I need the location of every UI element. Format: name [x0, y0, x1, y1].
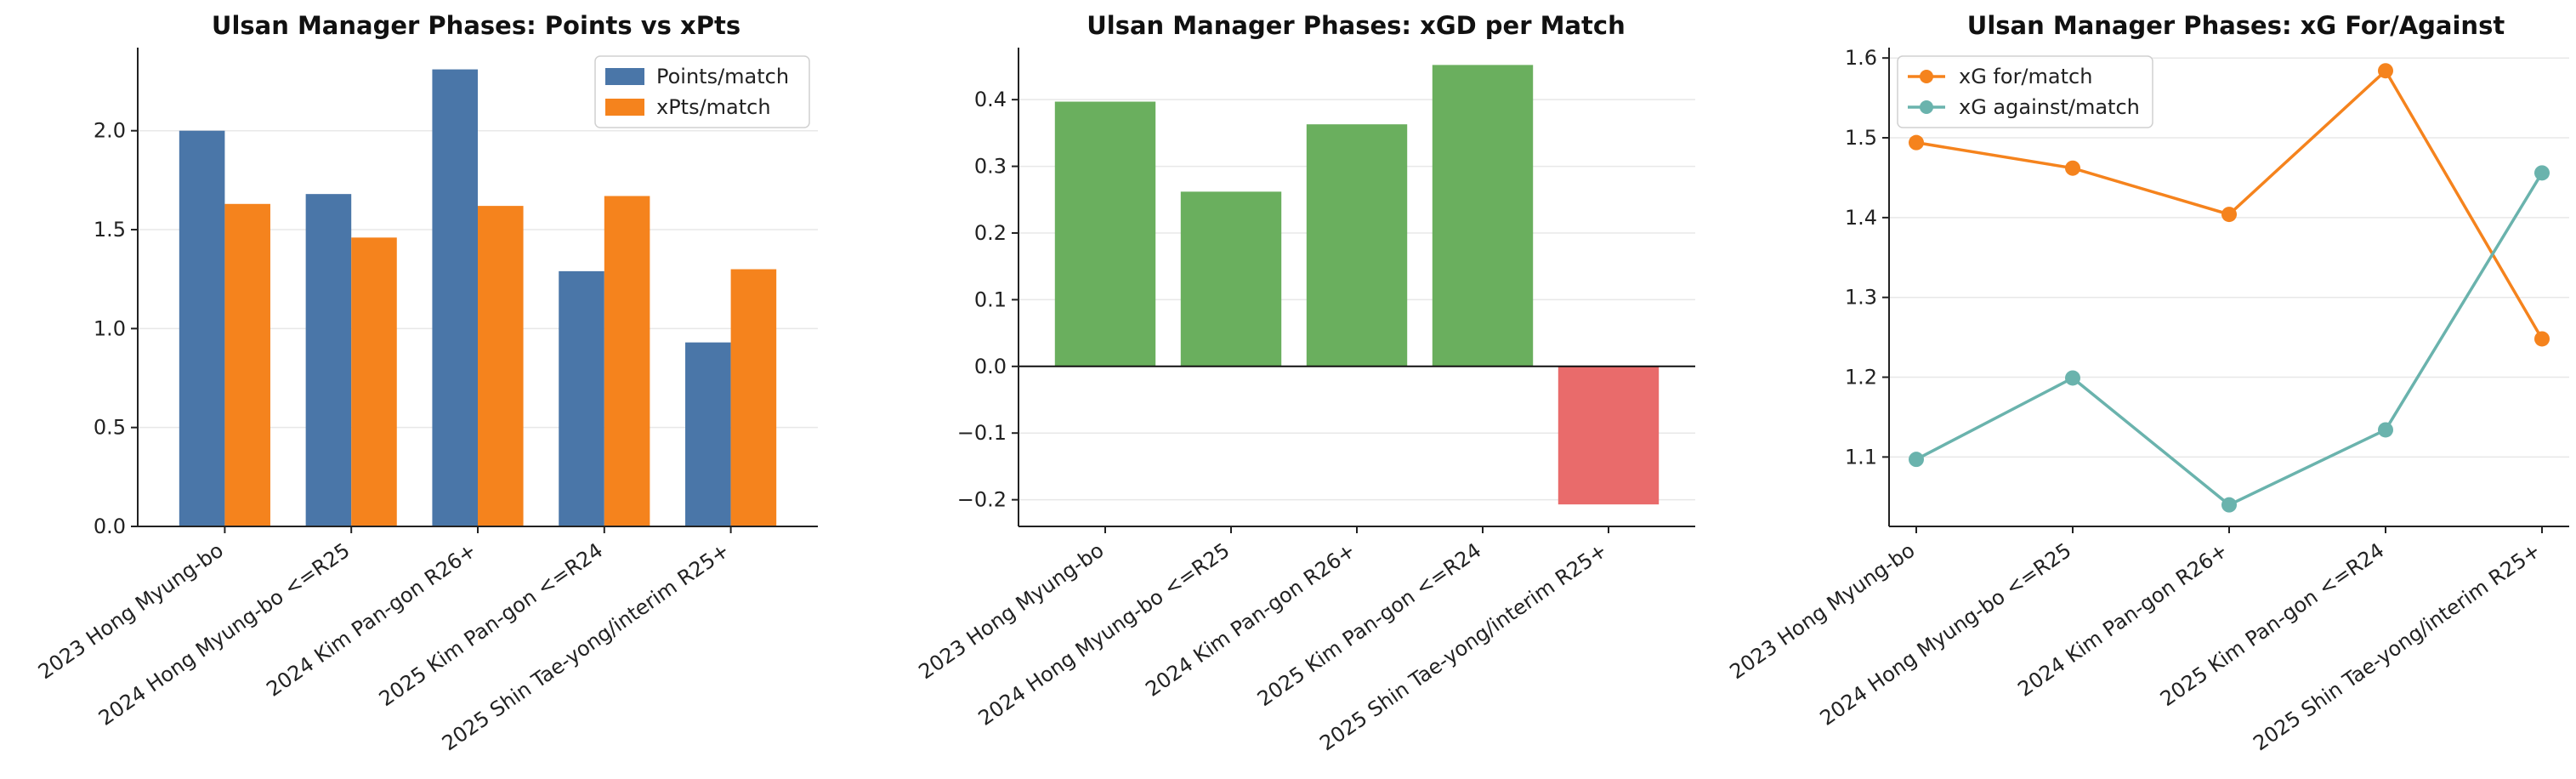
- y-tick-label: 2.0: [94, 119, 126, 143]
- data-point: [2534, 165, 2550, 181]
- y-tick-label: 1.4: [1845, 206, 1877, 230]
- points-vs-xpts-chart: Ulsan Manager Phases: Points vs xPts 0.0…: [34, 11, 818, 755]
- x-tick-label: 2024 Hong Myung-bo <=R25: [974, 538, 1234, 731]
- bar-points-match: [432, 69, 478, 526]
- y-tick-label: 0.2: [974, 221, 1007, 245]
- chart-title: Ulsan Manager Phases: Points vs xPts: [212, 11, 740, 40]
- legend-label: xG against/match: [1959, 95, 2140, 119]
- data-point: [2534, 331, 2550, 347]
- y-tick-label: 0.1: [974, 287, 1007, 311]
- series-line: [1915, 172, 2544, 507]
- bar-points-match: [305, 194, 352, 526]
- data-point: [1909, 134, 1924, 151]
- bar-xgd: [1432, 65, 1534, 367]
- y-tick-label: 0.0: [94, 515, 126, 538]
- data-point: [1909, 452, 1924, 468]
- chart-title: Ulsan Manager Phases: xGD per Match: [1087, 11, 1626, 40]
- y-tick-label: 1.5: [94, 218, 126, 242]
- bar-xpts-match: [351, 237, 397, 526]
- bar-xgd: [1306, 124, 1408, 367]
- y-tick-label: 1.1: [1845, 445, 1877, 469]
- x-tick-label: 2025 Kim Pan-gon <=R24: [1253, 538, 1486, 711]
- x-tick-label: 2024 Hong Myung-bo <=R25: [94, 538, 355, 731]
- data-point: [2221, 207, 2237, 223]
- bar-xgd: [1054, 101, 1156, 367]
- legend-label: xG for/match: [1959, 65, 2092, 88]
- legend-label: Points/match: [656, 65, 789, 88]
- legend-swatch-marker: [1920, 70, 1933, 83]
- chart-title: Ulsan Manager Phases: xG For/Against: [1967, 11, 2505, 40]
- legend-label: xPts/match: [656, 95, 771, 119]
- bar-xpts-match: [730, 269, 777, 526]
- bar-xpts-match: [604, 196, 650, 527]
- x-tick-label: 2025 Kim Pan-gon <=R24: [375, 538, 608, 711]
- y-tick-label: 0.5: [94, 416, 126, 440]
- y-tick-label: 1.2: [1845, 366, 1877, 390]
- bar-xgd: [1558, 366, 1660, 505]
- y-tick-label: 1.5: [1845, 126, 1877, 150]
- legend-swatch-marker: [1920, 100, 1933, 114]
- x-tick-label: 2024 Kim Pan-gon R26+: [262, 538, 480, 702]
- x-tick-label: 2024 Hong Myung-bo <=R25: [1816, 538, 2076, 731]
- bar-points-match: [179, 130, 225, 526]
- legend-box: [594, 55, 810, 128]
- bar-points-match: [559, 270, 604, 526]
- x-tick-label: 2024 Kim Pan-gon R26+: [1141, 538, 1359, 702]
- bar-xpts-match: [224, 203, 270, 527]
- data-point: [2065, 160, 2080, 176]
- bar-points-match: [685, 342, 731, 526]
- y-tick-label: 1.6: [1845, 46, 1877, 70]
- data-point: [2378, 422, 2393, 438]
- y-tick-label: 0.4: [974, 88, 1007, 111]
- legend-swatch: [605, 68, 644, 85]
- y-tick-label: −0.2: [957, 488, 1007, 512]
- y-tick-label: 0.3: [974, 155, 1007, 179]
- data-point: [2378, 63, 2393, 79]
- x-tick-label: 2025 Shin Tae-yong/interim R25+: [2249, 538, 2545, 755]
- bar-xgd: [1180, 191, 1282, 367]
- data-point: [2065, 370, 2080, 386]
- y-tick-label: 1.0: [94, 316, 126, 340]
- bar-xpts-match: [478, 206, 524, 526]
- data-point: [2221, 497, 2237, 513]
- legend-box: [1897, 55, 2153, 128]
- y-tick-label: −0.1: [957, 421, 1007, 445]
- legend-swatch: [605, 99, 644, 116]
- xg-for-against-chart: Ulsan Manager Phases: xG For/Against 1.1…: [1726, 11, 2569, 755]
- y-tick-label: 1.3: [1845, 286, 1877, 310]
- y-tick-label: 0.0: [974, 355, 1007, 378]
- xgd-per-match-chart: Ulsan Manager Phases: xGD per Match −0.2…: [915, 11, 1695, 755]
